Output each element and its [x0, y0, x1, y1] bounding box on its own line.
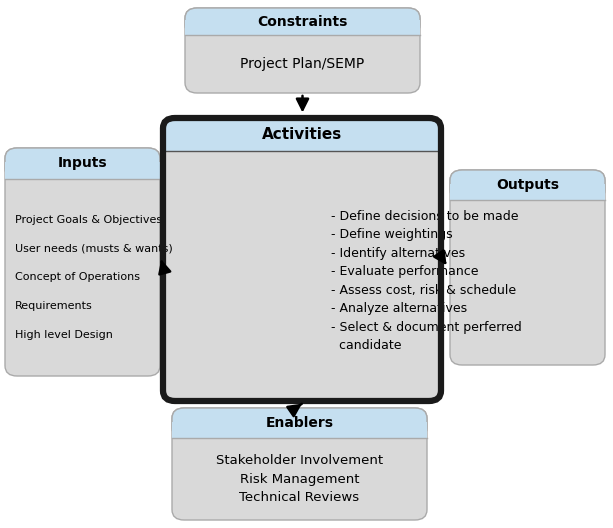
Text: Enablers: Enablers — [265, 416, 333, 430]
FancyBboxPatch shape — [163, 118, 441, 401]
Text: Activities: Activities — [262, 127, 342, 142]
Bar — [185, 20, 420, 35]
Bar — [450, 184, 605, 200]
Text: Inputs: Inputs — [58, 156, 107, 171]
FancyBboxPatch shape — [185, 8, 420, 35]
FancyBboxPatch shape — [5, 148, 160, 376]
FancyBboxPatch shape — [172, 408, 427, 438]
FancyBboxPatch shape — [450, 170, 605, 200]
FancyBboxPatch shape — [172, 408, 427, 520]
Bar — [5, 162, 160, 179]
Text: Outputs: Outputs — [496, 178, 559, 192]
FancyBboxPatch shape — [450, 170, 605, 365]
Text: Project Goals & Objectives

User needs (musts & wants)

Concept of Operations

R: Project Goals & Objectives User needs (m… — [15, 215, 173, 340]
Text: Project Plan/SEMP: Project Plan/SEMP — [240, 57, 365, 71]
Text: Stakeholder Involvement
Risk Management
Technical Reviews: Stakeholder Involvement Risk Management … — [216, 454, 383, 504]
Text: - Define decisions to be made
- Define weightings
- Identify alternatives
- Eval: - Define decisions to be made - Define w… — [331, 210, 522, 352]
Bar — [163, 133, 441, 150]
FancyBboxPatch shape — [163, 118, 441, 150]
FancyBboxPatch shape — [185, 8, 420, 93]
Text: Constraints: Constraints — [257, 15, 348, 29]
Bar — [172, 421, 427, 438]
FancyBboxPatch shape — [5, 148, 160, 179]
